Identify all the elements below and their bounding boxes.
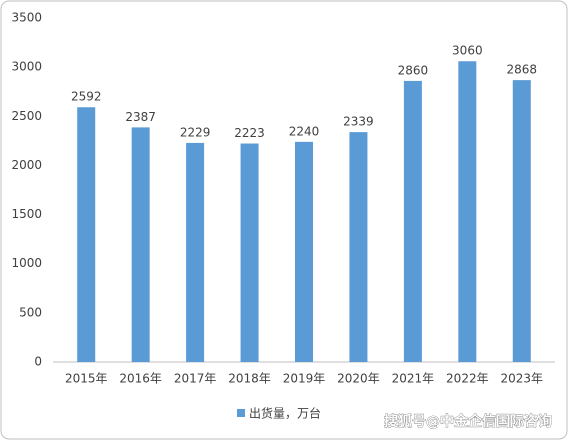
legend-swatch: [237, 409, 245, 417]
data-label: 2223: [234, 126, 265, 140]
data-label: 2240: [289, 124, 320, 138]
data-label: 3060: [452, 44, 483, 58]
y-tick-label: 2500: [11, 109, 42, 123]
bar: [458, 61, 477, 362]
x-tick-label: 2017年: [174, 372, 217, 386]
y-tick-label: 1500: [11, 207, 42, 221]
y-tick-label: 0: [34, 355, 42, 369]
x-tick-label: 2021年: [392, 372, 435, 386]
y-tick-label: 3000: [11, 60, 42, 74]
data-label: 2339: [343, 115, 374, 129]
x-tick-label: 2016年: [119, 372, 162, 386]
x-tick-label: 2023年: [501, 372, 544, 386]
data-label: 2592: [71, 90, 102, 104]
y-tick-label: 1000: [11, 256, 42, 270]
watermark: 搜狐号@中金企信国际咨询: [384, 413, 552, 430]
data-label: 2860: [398, 63, 429, 77]
bar: [512, 80, 531, 362]
x-tick-label: 2019年: [283, 372, 326, 386]
y-tick-label: 500: [19, 305, 42, 319]
bar: [403, 80, 422, 362]
legend-label: 出货量，万台: [249, 406, 321, 421]
bar: [349, 132, 368, 362]
data-label: 2229: [180, 125, 211, 139]
data-label: 2387: [125, 110, 156, 124]
y-tick-label: 2000: [11, 158, 42, 172]
bar: [240, 143, 259, 362]
bar: [186, 142, 205, 362]
x-tick-label: 2020年: [337, 372, 380, 386]
x-tick-label: 2015年: [65, 372, 108, 386]
data-label: 2868: [507, 63, 538, 77]
bar: [131, 127, 150, 362]
x-tick-label: 2018年: [228, 372, 271, 386]
x-tick-label: 2022年: [446, 372, 489, 386]
bar: [77, 107, 96, 362]
bar: [295, 141, 313, 362]
y-tick-label: 3500: [11, 11, 42, 25]
